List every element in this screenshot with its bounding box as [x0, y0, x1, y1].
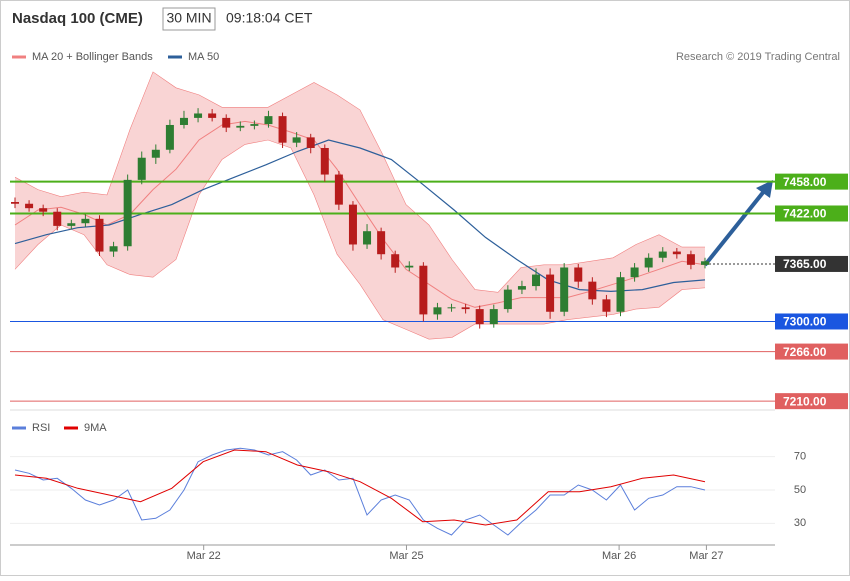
candle-body — [475, 309, 484, 325]
legend-label: MA 20 + Bollinger Bands — [32, 51, 153, 63]
level-box — [775, 393, 848, 410]
level-box — [775, 343, 848, 360]
candle-body — [67, 223, 76, 226]
bollinger-fill — [15, 71, 705, 340]
candle-body — [588, 281, 597, 300]
level-label: 7266.00 — [783, 345, 827, 359]
x-tick-label: Mar 26 — [602, 550, 636, 562]
candle-body — [95, 218, 104, 252]
candle-body — [179, 117, 188, 125]
candle-body — [686, 254, 695, 265]
candle-body — [517, 286, 526, 290]
candle-body — [292, 137, 301, 143]
level-label: 7300.00 — [783, 315, 827, 329]
candle-body — [81, 218, 90, 224]
level-box — [775, 173, 848, 190]
rsi-line — [14, 447, 706, 536]
level-label: 7365.00 — [783, 257, 827, 271]
bollinger-upper — [14, 71, 705, 293]
candle-body — [447, 307, 456, 309]
bollinger-lower — [14, 139, 706, 340]
candle-body — [250, 124, 259, 126]
candle-body — [391, 254, 400, 268]
candle-body — [165, 124, 174, 150]
candle-body — [546, 274, 555, 312]
candle-body — [616, 277, 625, 312]
candle-body — [11, 201, 19, 204]
candle-body — [194, 113, 203, 118]
candle-body — [39, 208, 48, 212]
candle-body — [236, 125, 245, 128]
y-tick-label: 30 — [794, 517, 806, 529]
candle-body — [334, 174, 343, 205]
forecast-arrow — [703, 188, 767, 267]
candle-body — [348, 204, 357, 245]
candle-body — [123, 179, 132, 247]
candle-body — [560, 267, 569, 312]
level-label: 7210.00 — [783, 394, 827, 408]
time: 09:18:04 CET — [226, 10, 313, 26]
candle-body — [306, 137, 315, 148]
candle-body — [644, 257, 653, 268]
candle-body — [701, 261, 709, 265]
candle-body — [137, 157, 146, 180]
candle-body — [151, 149, 160, 158]
credit: Research © 2019 Trading Central — [676, 51, 840, 63]
x-tick-label: Mar 27 — [689, 550, 723, 562]
rsi-line — [14, 449, 706, 526]
interval-box — [162, 7, 216, 31]
candle-body — [433, 307, 442, 315]
candle-body — [419, 265, 428, 315]
candle-body — [461, 307, 470, 310]
candle-body — [109, 246, 118, 252]
y-tick-label: 70 — [794, 451, 806, 463]
level-label: 7422.00 — [783, 207, 827, 221]
candle-body — [53, 211, 62, 226]
candle-body — [25, 203, 34, 209]
candle-body — [405, 265, 414, 268]
candle-body — [377, 231, 386, 255]
legend-label: 9MA — [84, 422, 107, 434]
candle-body — [363, 231, 372, 245]
candle-body — [602, 299, 611, 312]
level-box — [775, 313, 848, 330]
candle-body — [574, 267, 583, 282]
legend-label: MA 50 — [188, 51, 219, 63]
candle-body — [222, 117, 231, 128]
candle-body — [489, 309, 498, 325]
candle-body — [278, 116, 287, 143]
y-tick-label: 50 — [794, 484, 806, 496]
candle-body — [532, 274, 541, 287]
candle-body — [208, 113, 217, 118]
level-box — [775, 255, 848, 272]
candle-body — [264, 116, 273, 125]
candle-body — [658, 251, 667, 258]
candle-body — [630, 267, 639, 278]
candle-body — [672, 251, 681, 255]
title: Nasdaq 100 (CME) — [12, 10, 143, 27]
level-box — [775, 205, 848, 222]
candle-body — [503, 289, 512, 310]
level-label: 7458.00 — [783, 175, 827, 189]
candle-body — [320, 147, 329, 175]
x-tick-label: Mar 25 — [389, 550, 423, 562]
x-tick-label: Mar 22 — [187, 550, 221, 562]
arrow-head — [756, 180, 773, 198]
interval: 30 MIN — [166, 10, 211, 26]
legend-label: RSI — [32, 422, 50, 434]
